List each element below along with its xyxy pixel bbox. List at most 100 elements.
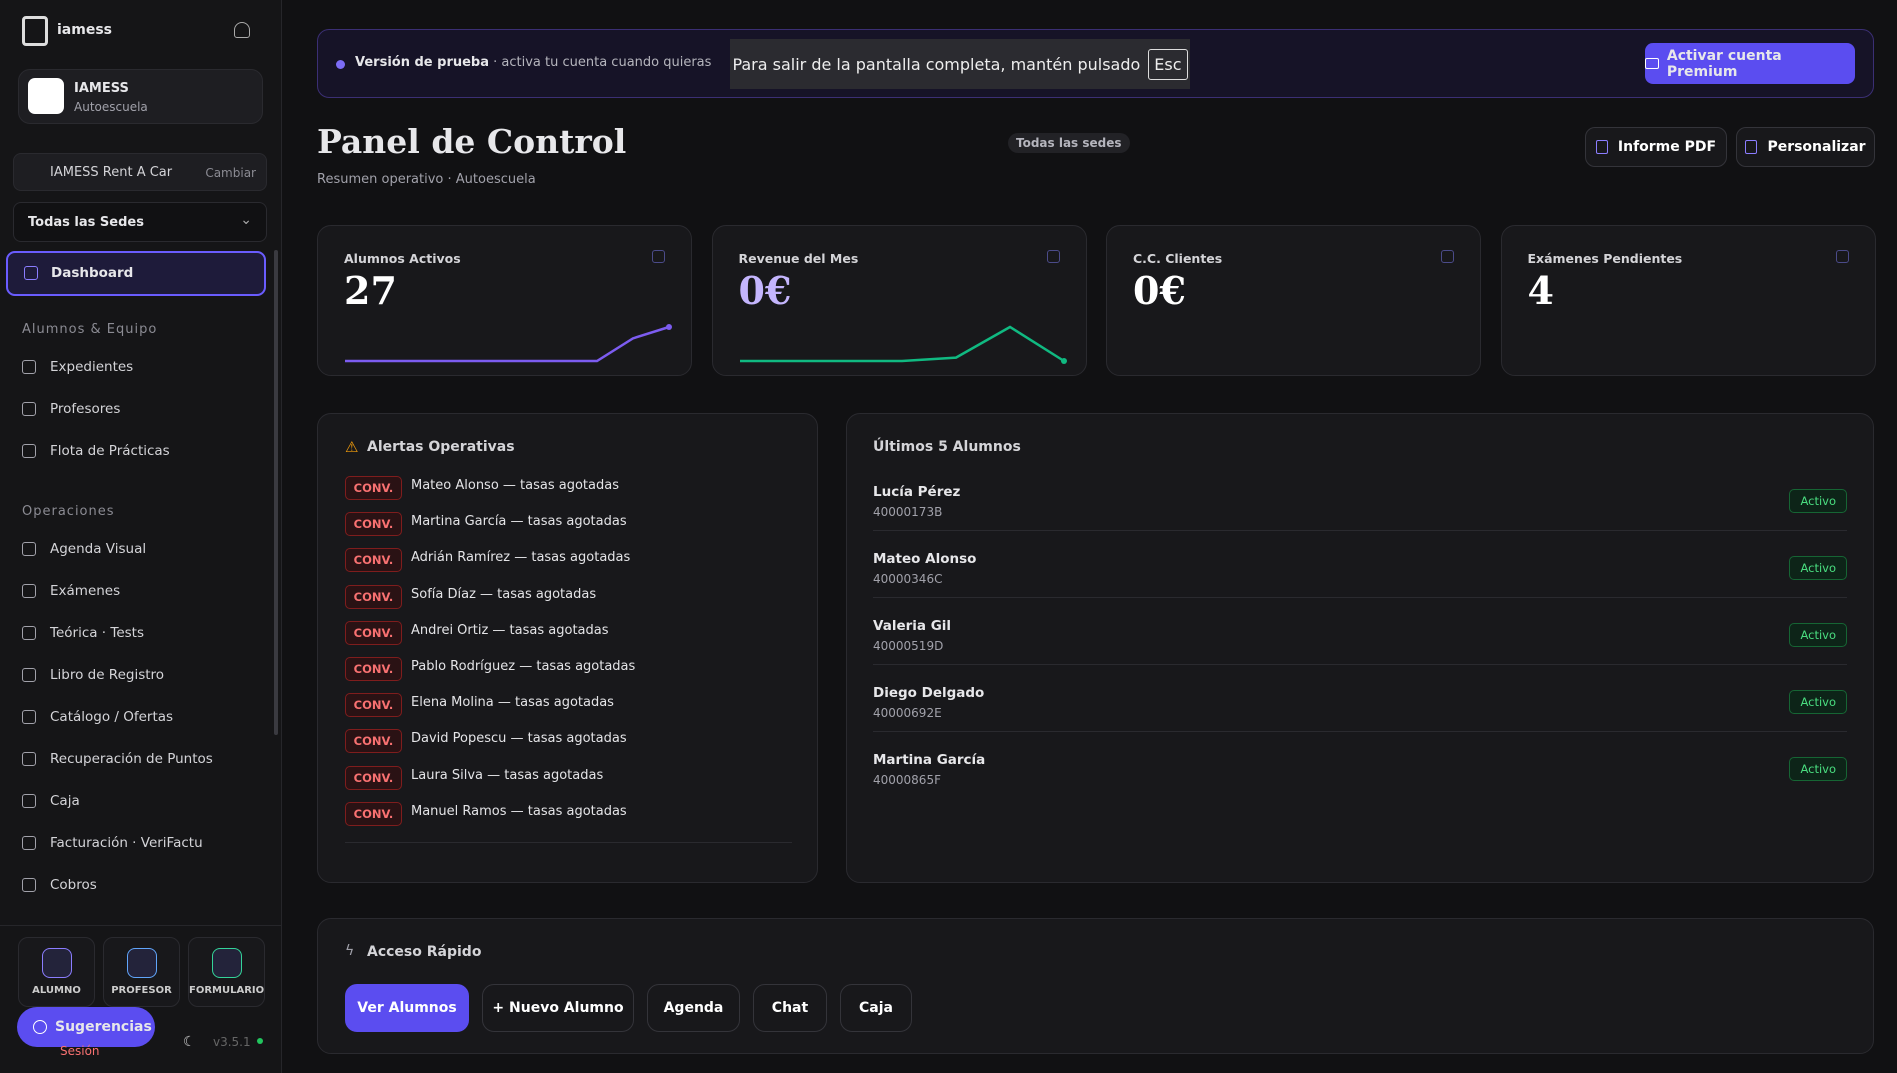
student-name: Martina García xyxy=(873,752,986,768)
status-badge: Activo xyxy=(1789,690,1847,714)
alert-text: Manuel Ramos — tasas agotadas xyxy=(411,803,627,819)
quick-button[interactable]: Ver Alumnos xyxy=(345,984,469,1032)
kpi-value: 27 xyxy=(344,268,397,313)
quick-button[interactable]: Caja xyxy=(840,984,912,1032)
alert-tag: CONV. xyxy=(345,801,402,826)
nav-item[interactable]: Exámenes xyxy=(22,583,120,599)
trend-line xyxy=(739,325,1065,363)
status-badge: Activo xyxy=(1789,757,1847,781)
kpi-label: C.C. Clientes xyxy=(1133,251,1223,266)
theme-toggle[interactable]: ☾ xyxy=(183,1034,196,1050)
role-button[interactable]: ALUMNO xyxy=(18,937,95,1007)
student-id: 40000692E xyxy=(873,706,942,720)
header-button[interactable]: Personalizar xyxy=(1736,127,1875,167)
kpi-icon xyxy=(1835,250,1849,263)
nav-item[interactable]: Flota de Prácticas xyxy=(22,443,170,459)
kpi-value: 4 xyxy=(1527,268,1554,313)
bell[interactable] xyxy=(234,22,250,38)
icon xyxy=(22,794,36,808)
icon xyxy=(1645,58,1659,69)
kpi-icon xyxy=(652,250,665,263)
alert-text: Laura Silva — tasas agotadas xyxy=(411,767,604,783)
divider xyxy=(873,731,1847,732)
premium-button[interactable]: Activar cuenta Premium xyxy=(1645,43,1855,84)
alert-text: Pablo Rodríguez — tasas agotadas xyxy=(411,659,636,674)
chevron: ⌄ xyxy=(240,212,252,228)
student-name: Diego Delgado xyxy=(873,685,985,701)
quick-button[interactable]: Agenda xyxy=(647,984,740,1032)
kpi-label: Exámenes Pendientes xyxy=(1527,251,1683,266)
company[interactable]: IAMESS Rent A Car Cambiar xyxy=(13,153,267,191)
nav-item[interactable]: Profesores xyxy=(22,401,120,417)
nav-item[interactable]: Teórica · Tests xyxy=(22,625,144,641)
session[interactable]: Sesión xyxy=(60,1044,100,1058)
icon xyxy=(22,584,36,598)
kpi-card: Alumnos Activos 27 xyxy=(317,225,692,376)
premium-label: Activar cuenta Premium xyxy=(1666,47,1782,80)
nav-item[interactable]: Catálogo / Ofertas xyxy=(22,709,173,725)
icon xyxy=(24,266,38,280)
account-card[interactable]: IAMESS Autoescuela xyxy=(18,69,263,124)
icon xyxy=(1745,140,1758,154)
nav-item[interactable]: Libro de Registro xyxy=(22,667,164,683)
icon xyxy=(22,752,36,766)
banner-label: Versión de prueba xyxy=(355,55,489,70)
nav-label: Recuperación de Puntos xyxy=(50,751,213,767)
nav-label: Exámenes xyxy=(50,583,121,599)
role-label: FORMULARIO xyxy=(189,985,265,996)
quick-button[interactable]: Chat xyxy=(753,984,827,1032)
divider xyxy=(873,664,1847,665)
quick-button[interactable]: + Nuevo Alumno xyxy=(482,984,634,1032)
icon xyxy=(22,836,36,850)
nav-label: Libro de Registro xyxy=(50,667,165,683)
nav-item[interactable]: Cobros xyxy=(22,877,97,893)
nav-item[interactable]: Agenda Visual xyxy=(22,541,146,557)
nav-label: Facturación · VeriFactu xyxy=(50,835,203,851)
company-action[interactable]: Cambiar xyxy=(205,166,256,180)
icon xyxy=(22,710,36,724)
alert-text: Martina García — tasas agotadas xyxy=(411,514,627,530)
site-select[interactable]: Todas las Sedes ⌄ xyxy=(13,202,267,242)
warning-icon: ⚠ xyxy=(345,438,359,456)
role-icon xyxy=(42,948,72,978)
alerts-title: Alertas Operativas xyxy=(367,439,515,455)
alert-text: Andrei Ortiz — tasas agotadas xyxy=(411,622,609,638)
alert-tag: CONV. xyxy=(345,512,402,537)
nav-item[interactable]: Caja xyxy=(22,793,80,809)
nav-item[interactable]: Recuperación de Puntos xyxy=(22,751,213,767)
role-label: PROFESOR xyxy=(111,985,172,996)
divider xyxy=(0,925,282,926)
student-id: 40000519D xyxy=(873,639,944,653)
quick-title: Acceso Rápido xyxy=(367,944,482,960)
nav-item[interactable]: Facturación · VeriFactu xyxy=(22,835,203,851)
nav-active[interactable]: Dashboard xyxy=(6,251,266,296)
nav-label: Agenda Visual xyxy=(50,541,147,557)
feedback-button[interactable]: Sugerencias xyxy=(17,1007,155,1047)
nav-active-label: Dashboard xyxy=(51,265,134,281)
role-button[interactable]: PROFESOR xyxy=(103,937,180,1007)
nav-item[interactable]: Expedientes xyxy=(22,359,133,375)
icon xyxy=(22,878,36,892)
role-button[interactable]: FORMULARIO xyxy=(188,937,265,1007)
alert-tag: CONV. xyxy=(345,548,402,573)
kpi-icon xyxy=(1441,250,1454,263)
alert-tag: CONV. xyxy=(345,657,402,681)
nav-label: Catálogo / Ofertas xyxy=(50,709,174,725)
icon xyxy=(22,360,36,374)
header-button[interactable]: Informe PDF xyxy=(1585,127,1727,167)
scope-pill[interactable]: Todas las sedes xyxy=(1008,133,1130,153)
icon xyxy=(22,402,36,416)
kpi-label: Revenue del Mes xyxy=(738,251,859,266)
header-button-label: Personalizar xyxy=(1767,139,1866,155)
site-select-label: Todas las Sedes xyxy=(28,215,144,230)
alert-tag: CONV. xyxy=(345,729,402,754)
kpi-label: Alumnos Activos xyxy=(344,251,461,266)
scrollbar xyxy=(274,250,278,735)
logo xyxy=(22,16,48,46)
status-badge: Activo xyxy=(1789,623,1847,647)
student-name: Lucía Pérez xyxy=(873,484,961,500)
nav-label: Caja xyxy=(50,793,80,809)
alert-text: Mateo Alonso — tasas agotadas xyxy=(411,478,619,493)
role-icon xyxy=(212,948,242,978)
